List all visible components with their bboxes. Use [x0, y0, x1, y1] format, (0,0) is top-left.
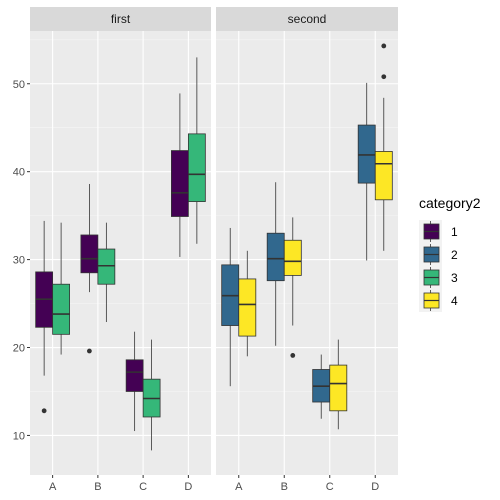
y-tick-label: 40 [13, 167, 25, 179]
y-tick-label: 20 [13, 343, 25, 355]
facet-strip-label: first [111, 12, 131, 26]
x-tick-label: C [139, 481, 147, 493]
box-B-3 [97, 222, 116, 323]
legend-label: 3 [451, 271, 458, 285]
box-D-1 [171, 93, 189, 257]
legend-key-3: 3 [419, 266, 458, 289]
box-iqr [238, 278, 257, 337]
legend-label: 2 [451, 248, 458, 262]
legend-key-4: 4 [419, 289, 458, 312]
y-tick-label: 50 [13, 79, 25, 91]
box-A-1 [35, 220, 54, 414]
x-tick-label: B [281, 481, 288, 493]
y-tick-label: 30 [13, 255, 25, 267]
box-iqr [52, 283, 70, 335]
box-D-3 [187, 57, 206, 244]
legend: category2 1 2 3 4 [419, 195, 481, 312]
x-tick-label: D [371, 481, 379, 493]
outlier-point [290, 353, 296, 358]
x-tick-label: C [326, 481, 334, 493]
outlier-point [41, 408, 47, 414]
facet-panel-first: first A B C D [30, 7, 211, 493]
box-A-3 [52, 222, 70, 355]
box-A-2 [221, 227, 240, 387]
box-iqr [171, 150, 189, 217]
facet-strip [216, 7, 398, 31]
panel-background [30, 31, 211, 475]
box-iqr [187, 133, 206, 202]
box-iqr [97, 248, 116, 285]
legend-key-1: 1 [419, 220, 458, 243]
x-tick-label: D [184, 481, 192, 493]
box-iqr [125, 359, 144, 392]
legend-label: 4 [451, 294, 458, 308]
box-iqr [283, 239, 302, 276]
y-tick-label: 10 [13, 430, 25, 442]
box-C-1 [125, 331, 144, 432]
x-tick-label: B [94, 481, 101, 493]
legend-title: category2 [419, 195, 481, 211]
box-D-2 [357, 82, 376, 261]
legend-label: 1 [451, 225, 458, 239]
legend-key-2: 2 [419, 243, 458, 266]
box-B-4 [283, 217, 302, 358]
box-iqr [374, 151, 393, 201]
box-A-4 [238, 250, 257, 357]
box-D-4 [374, 43, 393, 251]
x-tick-label: A [49, 481, 57, 493]
y-axis: 10 20 30 40 50 [13, 79, 30, 442]
outlier-point [381, 74, 387, 80]
box-iqr [266, 232, 285, 282]
box-C-4 [329, 339, 348, 430]
facet-strip [30, 7, 211, 31]
facet-panel-second: second A B C D [216, 7, 398, 493]
outlier-point [381, 43, 387, 49]
outlier-point [86, 348, 92, 354]
x-tick-label: A [235, 481, 243, 493]
box-iqr [357, 124, 376, 184]
box-iqr [80, 234, 99, 274]
facet-strip-label: second [288, 12, 327, 26]
panel-background [216, 31, 398, 475]
box-iqr [329, 364, 348, 412]
box-C-3 [142, 339, 161, 451]
